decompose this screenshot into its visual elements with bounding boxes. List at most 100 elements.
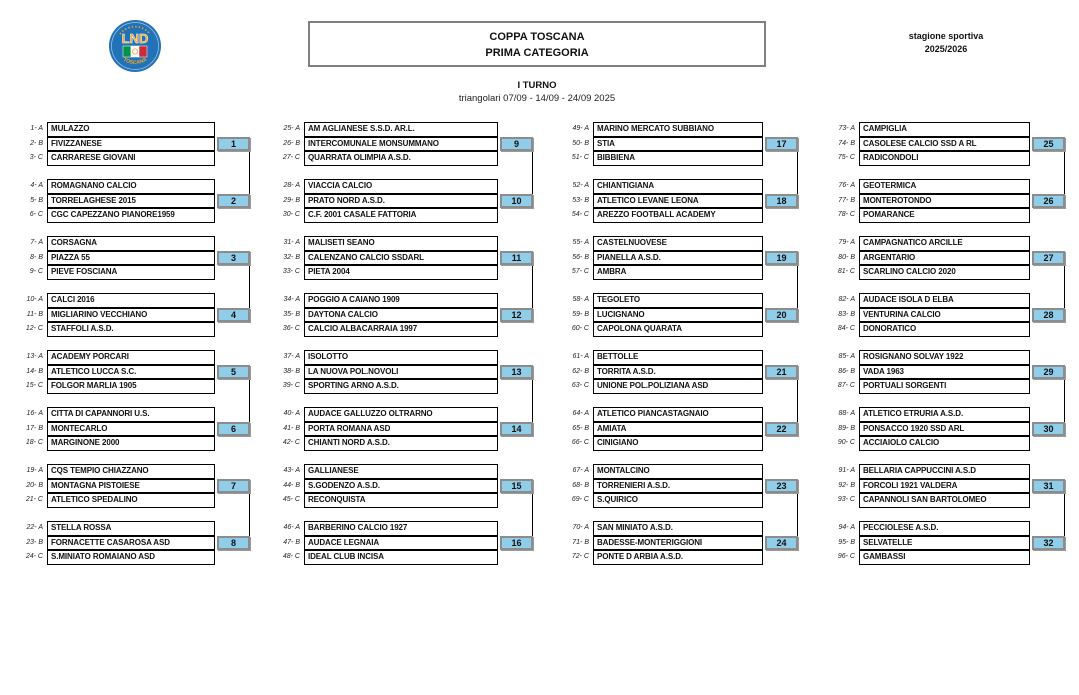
team-name-box: CHIANTIGIANA	[593, 179, 763, 194]
team-seed-label: 66- C	[571, 439, 589, 446]
team-seed-label: 48- C	[282, 553, 300, 560]
team-name-box: CASTELNUOVESE	[593, 236, 763, 251]
team-name-box: S.MINIATO ROMAIANO ASD	[47, 550, 215, 565]
team-seed-label: 43- A	[283, 467, 300, 474]
team-seed-label: 19- A	[26, 467, 43, 474]
team-name-box: MONTAGNA PISTOIESE	[47, 478, 215, 493]
team-name-box: LUCIGNANO	[593, 307, 763, 322]
group-number-badge: 30	[1032, 421, 1065, 436]
team-seed-label: 34- A	[283, 296, 300, 303]
pair-connector-line	[1063, 485, 1065, 543]
group-number-badge: 29	[1032, 364, 1065, 379]
team-seed-label: 52- A	[572, 182, 589, 189]
group-number-badge: 32	[1032, 535, 1065, 550]
team-name-box: CQS TEMPIO CHIAZZANO	[47, 464, 215, 479]
team-name-box: BARBERINO CALCIO 1927	[304, 521, 498, 536]
team-seed-label: 6- C	[29, 211, 43, 218]
team-seed-label: 36- C	[282, 325, 300, 332]
team-seed-label: 61- A	[572, 353, 589, 360]
group-number-badge: 21	[765, 364, 798, 379]
pair-connector-line	[796, 485, 798, 543]
team-name-box: CAPOLONA QUARATA	[593, 322, 763, 337]
title-box: COPPA TOSCANA PRIMA CATEGORIA	[308, 21, 766, 67]
team-seed-label: 85- A	[838, 353, 855, 360]
pair-connector-line	[248, 143, 250, 201]
team-name-box: PIEVE FOSCIANA	[47, 265, 215, 280]
team-name-box: ROSIGNANO SOLVAY 1922	[859, 350, 1030, 365]
team-seed-label: 7- A	[30, 239, 43, 246]
team-seed-label: 12- C	[25, 325, 43, 332]
team-name-box: PIAZZA 55	[47, 250, 215, 265]
team-name-box: MALISETI SEANO	[304, 236, 498, 251]
team-seed-label: 81- C	[837, 268, 855, 275]
group-number-badge: 28	[1032, 307, 1065, 322]
team-seed-label: 21- C	[25, 496, 43, 503]
team-name-box: AM AGLIANESE S.S.D. AR.L.	[304, 122, 498, 137]
team-seed-label: 25- A	[283, 125, 300, 132]
team-name-box: VENTURINA CALCIO	[859, 307, 1030, 322]
group-number-badge: 2	[217, 193, 250, 208]
team-name-box: CAMPIGLIA	[859, 122, 1030, 137]
team-seed-label: 49- A	[572, 125, 589, 132]
pair-connector-line	[1063, 143, 1065, 201]
team-seed-label: 68- B	[572, 481, 589, 489]
group-number-badge: 11	[500, 250, 533, 265]
team-name-box: DONORATICO	[859, 322, 1030, 337]
team-seed-label: 20- B	[26, 481, 43, 489]
team-seed-label: 78- C	[837, 211, 855, 218]
group-number-badge: 17	[765, 136, 798, 151]
team-seed-label: 64- A	[572, 410, 589, 417]
team-name-box: C.F. 2001 CASALE FATTORIA	[304, 208, 498, 223]
team-name-box: CITTA DI CAPANNORI U.S.	[47, 407, 215, 422]
team-name-box: FOLGOR MARLIA 1905	[47, 379, 215, 394]
pair-connector-line	[1063, 257, 1065, 315]
group-number-badge: 12	[500, 307, 533, 322]
team-seed-label: 2- B	[30, 139, 43, 147]
team-name-box: RADICONDOLI	[859, 151, 1030, 166]
team-seed-label: 46- A	[283, 524, 300, 531]
pair-connector-line	[796, 257, 798, 315]
group-number-badge: 24	[765, 535, 798, 550]
team-name-box: S.GODENZO A.S.D.	[304, 478, 498, 493]
team-name-box: MONTEROTONDO	[859, 193, 1030, 208]
team-name-box: S.QUIRICO	[593, 493, 763, 508]
team-name-box: TORRENIERI A.S.D.	[593, 478, 763, 493]
group-number-badge: 15	[500, 478, 533, 493]
team-seed-label: 53- B	[572, 196, 589, 204]
team-name-box: PECCIOLESE A.S.D.	[859, 521, 1030, 536]
team-seed-label: 38- B	[283, 367, 300, 375]
team-seed-label: 27- C	[282, 154, 300, 161]
team-seed-label: 94- A	[838, 524, 855, 531]
team-seed-label: 4- A	[30, 182, 43, 189]
group-number-badge: 26	[1032, 193, 1065, 208]
team-seed-label: 73- A	[838, 125, 855, 132]
pair-connector-line	[796, 143, 798, 201]
svg-text:LND: LND	[122, 31, 149, 46]
team-name-box: MIGLIARINO VECCHIANO	[47, 307, 215, 322]
group-number-badge: 23	[765, 478, 798, 493]
team-name-box: VADA 1963	[859, 364, 1030, 379]
team-seed-label: 15- C	[25, 382, 43, 389]
team-name-box: VIACCIA CALCIO	[304, 179, 498, 194]
team-seed-label: 28- A	[283, 182, 300, 189]
team-name-box: SCARLINO CALCIO 2020	[859, 265, 1030, 280]
pair-connector-line	[1063, 371, 1065, 429]
team-name-box: POMARANCE	[859, 208, 1030, 223]
team-seed-label: 70- A	[572, 524, 589, 531]
team-name-box: ACADEMY PORCARI	[47, 350, 215, 365]
team-name-box: AMIATA	[593, 421, 763, 436]
team-name-box: RECONQUISTA	[304, 493, 498, 508]
team-seed-label: 30- C	[282, 211, 300, 218]
team-seed-label: 54- C	[571, 211, 589, 218]
team-seed-label: 3- C	[29, 154, 43, 161]
team-name-box: GEOTERMICA	[859, 179, 1030, 194]
team-seed-label: 71- B	[572, 538, 589, 546]
team-seed-label: 57- C	[571, 268, 589, 275]
team-seed-label: 59- B	[572, 310, 589, 318]
team-seed-label: 39- C	[282, 382, 300, 389]
team-seed-label: 32- B	[283, 253, 300, 261]
team-seed-label: 22- A	[26, 524, 43, 531]
team-seed-label: 1- A	[30, 125, 43, 132]
competition-title: COPPA TOSCANA	[489, 31, 585, 43]
